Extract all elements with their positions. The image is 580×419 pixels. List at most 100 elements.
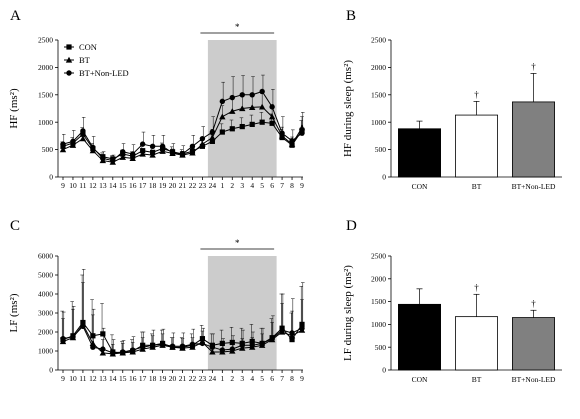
sleep-shaded-region	[207, 256, 277, 370]
x-tick-label: 22	[189, 374, 197, 383]
panel-b: B 0 500 1000 1500 2000 2500 HF during sleep (ms…	[342, 8, 562, 191]
y-tick-label: 2500	[371, 252, 386, 261]
legend-marker	[66, 44, 72, 50]
data-point	[229, 126, 235, 132]
y-tick-label: 500	[42, 145, 54, 154]
y-axis-title: HF (ms²)	[8, 88, 20, 129]
data-point	[89, 147, 97, 154]
y-tick-label: 3000	[38, 309, 53, 318]
x-tick-label: 4	[250, 374, 254, 383]
significance-dagger: †	[531, 61, 536, 71]
data-point	[129, 155, 136, 161]
data-point	[299, 127, 305, 134]
data-point	[70, 334, 76, 340]
x-tick-label: 18	[149, 181, 157, 190]
data-point	[239, 92, 245, 98]
data-point	[239, 105, 246, 112]
x-tick-label: 13	[99, 181, 107, 190]
y-tick-label: 0	[49, 366, 53, 375]
significance-dagger: †	[474, 282, 479, 292]
y-tick-label: 1000	[38, 347, 53, 356]
data-point	[169, 343, 176, 349]
panel-letter: C	[10, 218, 20, 234]
y-tick-label: 1000	[38, 118, 53, 127]
x-tick-label: 5	[260, 181, 264, 190]
data-point	[288, 140, 296, 147]
x-tick-label: 18	[149, 374, 157, 383]
y-tick-label: 5000	[38, 271, 53, 280]
y-tick-label: 2000	[371, 274, 386, 283]
x-tick-label: 10	[69, 181, 77, 190]
legend-marker	[65, 56, 73, 63]
x-tick-label: 2	[230, 374, 234, 383]
significance-dagger: †	[474, 89, 479, 99]
data-point	[149, 151, 156, 158]
x-category-label: BT	[472, 182, 482, 191]
data-point	[159, 341, 166, 348]
x-tick-label: 19	[159, 374, 167, 383]
x-category-label: CON	[412, 182, 428, 191]
data-point	[249, 121, 255, 127]
y-tick-label: 1500	[371, 90, 386, 99]
data-point	[130, 151, 136, 157]
legend-entry: BT+Non-LED	[64, 68, 129, 78]
data-point	[239, 342, 245, 348]
data-point	[229, 346, 235, 352]
data-point	[100, 346, 106, 352]
data-point	[249, 104, 256, 111]
data-point	[229, 108, 236, 114]
x-tick-label: 7	[280, 181, 284, 190]
data-point	[139, 141, 146, 147]
data-point	[269, 120, 275, 126]
significance-star: *	[235, 22, 240, 32]
x-tick-label: 6	[270, 374, 274, 383]
x-tick-label: 8	[290, 374, 294, 383]
x-tick-label: 3	[240, 181, 244, 190]
legend-label: BT	[79, 55, 91, 65]
panel-letter: B	[346, 8, 356, 24]
bar-bt-non-led	[512, 101, 555, 178]
data-point	[229, 94, 235, 101]
x-tick-label: 5	[260, 374, 264, 383]
y-axis-title: LF during sleep (ms²)	[342, 265, 354, 361]
x-tick-label: 21	[179, 374, 187, 383]
y-tick-label: 1500	[371, 297, 386, 306]
bar-con	[398, 303, 441, 371]
x-tick-label: 8	[290, 181, 294, 190]
panel-d: D 0 500 1000 1500 2000 2500 LF during sleep (ms…	[342, 218, 562, 384]
data-point	[149, 342, 156, 348]
data-point	[219, 129, 225, 135]
data-point	[259, 119, 265, 125]
x-tick-label: 10	[69, 374, 77, 383]
x-tick-label: 12	[89, 181, 97, 190]
legend-label: CON	[79, 42, 97, 52]
data-point	[80, 128, 86, 134]
x-tick-label: 17	[139, 181, 147, 190]
data-point	[100, 331, 106, 337]
y-tick-label: 1000	[371, 118, 386, 127]
data-point	[298, 124, 306, 131]
y-tick-label: 2000	[38, 328, 53, 337]
y-tick-label: 0	[382, 366, 386, 375]
y-axis-title: LF (ms²)	[8, 293, 20, 332]
significance-star: *	[235, 238, 240, 248]
data-point	[130, 347, 136, 353]
data-point	[209, 344, 216, 350]
x-tick-label: 23	[199, 181, 207, 190]
x-tick-label: 14	[109, 181, 117, 190]
y-tick-label: 500	[375, 343, 387, 352]
y-tick-label: 500	[375, 145, 387, 154]
x-tick-label: 16	[129, 181, 137, 190]
data-point	[259, 88, 265, 95]
data-point	[269, 335, 275, 342]
data-point	[90, 344, 96, 350]
x-tick-label: 9	[300, 181, 304, 190]
data-point	[70, 138, 76, 145]
data-point	[219, 347, 226, 353]
x-category-label: BT+Non-LED	[512, 182, 556, 191]
legend-entry: CON	[64, 42, 97, 52]
bar-bt-non-led	[512, 317, 555, 371]
x-tick-label: 20	[169, 374, 177, 383]
data-point	[119, 154, 126, 160]
